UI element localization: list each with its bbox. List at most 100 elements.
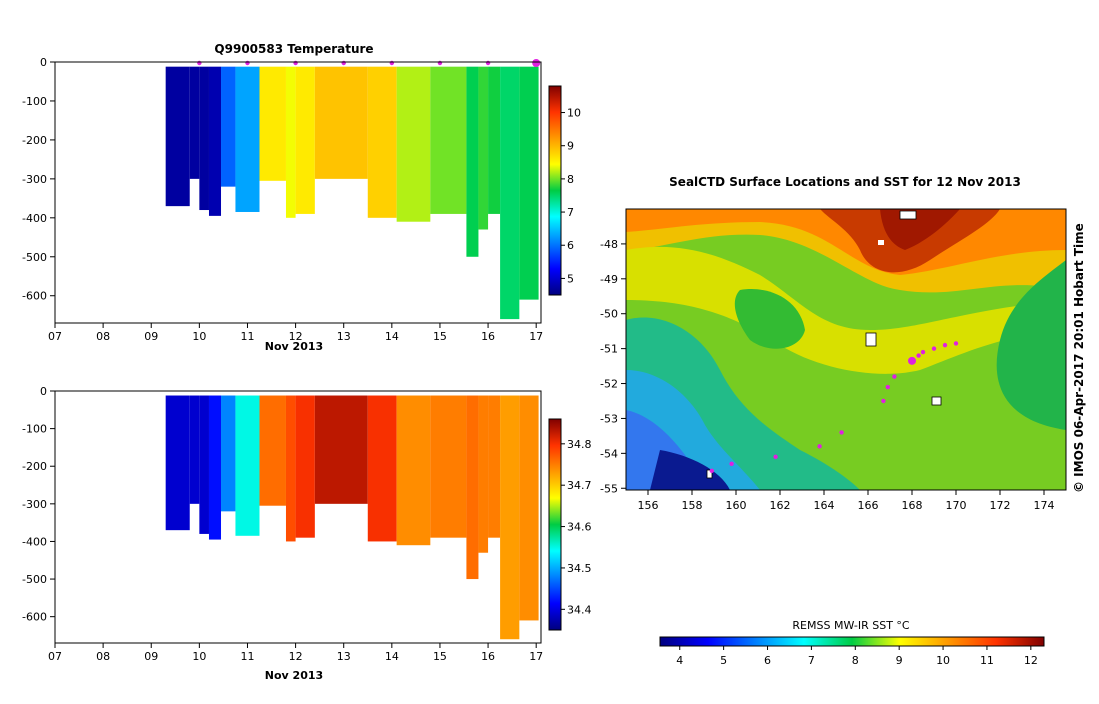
salinity-colorbar xyxy=(548,418,562,631)
salinity-profile-13 xyxy=(466,395,479,580)
salinity-y-tick-label: -100 xyxy=(22,423,47,436)
temperature-colorbar-tick-label: 9 xyxy=(567,140,574,153)
salinity-x-tick-label: 09 xyxy=(144,650,158,663)
map-x-tick-label: 172 xyxy=(990,499,1011,512)
salinity-profile-1 xyxy=(189,395,200,504)
temperature-colorbar xyxy=(548,85,562,296)
temperature-profile-0 xyxy=(165,66,190,207)
map-x-tick-label: 166 xyxy=(858,499,879,512)
salinity-x-tick-label: 15 xyxy=(433,650,447,663)
map-x-tick-label: 160 xyxy=(726,499,747,512)
sst-colorbar-tick-label: 11 xyxy=(980,654,994,667)
salinity-y-tick-label: -200 xyxy=(22,460,47,473)
temperature-profile-14 xyxy=(478,66,489,230)
temperature-y-tick-label: -400 xyxy=(22,212,47,225)
temperature-profile-9 xyxy=(314,66,368,179)
temperature-profile-17 xyxy=(519,66,539,300)
temperature-x-tick-label: 13 xyxy=(337,330,351,343)
temperature-x-tick-label: 07 xyxy=(48,330,62,343)
map-y-tick-label: -54 xyxy=(600,447,618,460)
salinity-profile-2 xyxy=(199,395,209,534)
salinity-profile-7 xyxy=(285,395,296,542)
profile-marker xyxy=(197,60,202,66)
salinity-y-tick-label: -500 xyxy=(22,573,47,586)
salinity-y-tick-label: -600 xyxy=(22,611,47,624)
current-position-marker xyxy=(908,356,916,365)
temperature-x-tick-label: 14 xyxy=(385,330,399,343)
track-point xyxy=(885,384,890,390)
salinity-profile-6 xyxy=(259,395,286,506)
temperature-x-tick-label: 17 xyxy=(529,330,543,343)
track-point xyxy=(931,346,937,351)
salinity-profile-5 xyxy=(235,395,260,536)
map-frame xyxy=(625,208,1067,491)
sst-colorbar-tick-label: 5 xyxy=(720,654,727,667)
salinity-x-tick-label: 10 xyxy=(192,650,206,663)
salinity-x-tick-label: 11 xyxy=(240,650,254,663)
temperature-x-tick-label: 08 xyxy=(96,330,110,343)
sst-field xyxy=(626,209,1066,490)
salinity-profile-16 xyxy=(500,395,520,640)
temperature-y-tick-label: -200 xyxy=(22,134,47,147)
temperature-y-tick-label: -500 xyxy=(22,251,47,264)
map-x-tick-label: 174 xyxy=(1034,499,1055,512)
temperature-colorbar-tick-label: 10 xyxy=(567,107,581,120)
salinity-colorbar-tick-label: 34.6 xyxy=(567,521,592,534)
temperature-profile-15 xyxy=(488,66,501,214)
track-point xyxy=(881,398,886,404)
salinity-profile-0 xyxy=(165,395,190,531)
map-x-tick-label: 170 xyxy=(946,499,967,512)
sst-colorbar-tick-label: 8 xyxy=(852,654,859,667)
temperature-profile-2 xyxy=(199,66,209,211)
sst-colorbar xyxy=(659,636,1045,647)
temperature-profile-4 xyxy=(221,66,236,187)
salinity-x-tick-label: 17 xyxy=(529,650,543,663)
temperature-colorbar-tick-label: 5 xyxy=(567,272,574,285)
salinity-y-tick-label: -300 xyxy=(22,498,47,511)
temperature-y-tick-label: -100 xyxy=(22,95,47,108)
profile-marker xyxy=(485,60,491,66)
imos-timestamp-label: © IMOS 06-Apr-2017 20:01 Hobart Time xyxy=(1072,223,1086,493)
temperature-x-label: Nov 2013 xyxy=(265,340,323,353)
salinity-colorbar-tick-label: 34.7 xyxy=(567,479,592,492)
map-y-tick-label: -52 xyxy=(600,378,618,391)
track-point xyxy=(953,341,959,346)
temperature-profile-5 xyxy=(235,66,260,212)
map-y-tick-label: -49 xyxy=(600,273,618,286)
salinity-x-tick-label: 14 xyxy=(385,650,399,663)
salinity-plot-frame xyxy=(54,390,542,644)
salinity-profile-cells xyxy=(165,395,539,640)
salinity-profile-12 xyxy=(430,395,467,538)
salinity-x-tick-label: 08 xyxy=(96,650,110,663)
salinity-profile-8 xyxy=(295,395,315,538)
temperature-profile-16 xyxy=(500,66,520,320)
temperature-x-tick-label: 10 xyxy=(192,330,206,343)
track-point xyxy=(709,468,714,474)
track-point xyxy=(892,374,897,379)
salinity-x-label: Nov 2013 xyxy=(265,669,323,682)
salinity-colorbar-ticks: 34.4 34.5 34.6 34.7 34.8 xyxy=(561,438,592,616)
salinity-colorbar-tick-label: 34.5 xyxy=(567,562,592,575)
map-x-tick-label: 168 xyxy=(902,499,923,512)
map-axes: 156 158 160 162 164 166 168 170 172 174 -48 -49 -50 -… xyxy=(600,238,1054,512)
map-x-tick-label: 156 xyxy=(638,499,659,512)
salinity-x-tick-label: 07 xyxy=(48,650,62,663)
temperature-section-panel: Q9900583 Temperature 07 08 09 10 11 12 13 14 15 1… xyxy=(22,42,581,353)
profile-marker xyxy=(341,60,346,66)
sst-colorbar-ticks: 4 5 6 7 8 9 10 11 12 xyxy=(676,646,1038,667)
salinity-section-panel: 07 08 09 10 11 12 13 14 15 16 17 0 -100 -200 -300 -400 -… xyxy=(22,385,591,682)
temperature-y-tick-label: -300 xyxy=(22,173,47,186)
salinity-profile-11 xyxy=(396,395,431,546)
salinity-y-tick-label: 0 xyxy=(40,385,47,398)
salinity-colorbar-tick-label: 34.8 xyxy=(567,438,592,451)
temperature-colorbar-tick-label: 6 xyxy=(567,239,574,252)
temperature-x-tick-label: 11 xyxy=(240,330,254,343)
profile-marker xyxy=(245,60,250,66)
temperature-profile-8 xyxy=(295,66,315,214)
temperature-profile-6 xyxy=(259,66,286,181)
salinity-x-tick-label: 13 xyxy=(337,650,351,663)
map-x-tick-label: 158 xyxy=(682,499,703,512)
salinity-x-tick-label: 12 xyxy=(289,650,303,663)
temperature-x-tick-label: 16 xyxy=(481,330,495,343)
